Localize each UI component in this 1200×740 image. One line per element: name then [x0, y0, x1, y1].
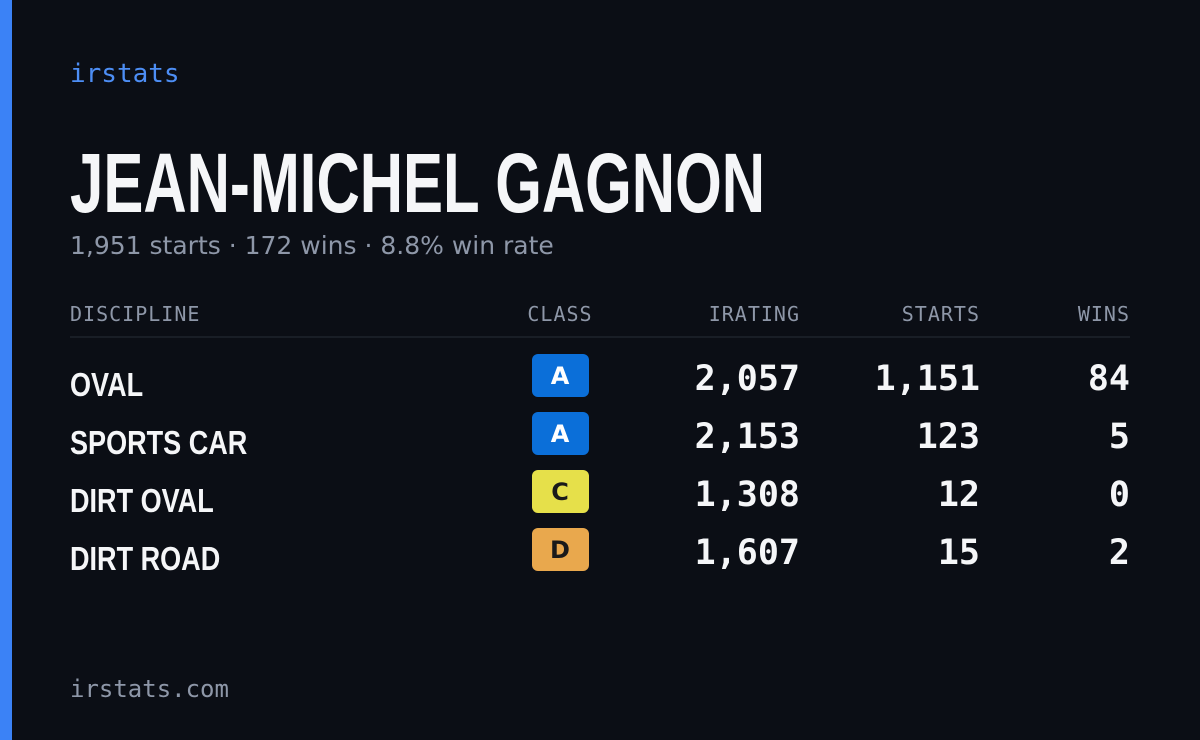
accent-bar: [0, 0, 12, 740]
irating: 1,308: [695, 475, 800, 515]
starts: 12: [938, 475, 980, 515]
discipline: SPORTS CAR: [70, 426, 247, 462]
table-row: SPORTS CAR A 2,153 123 5: [70, 412, 1130, 462]
discipline: DIRT ROAD: [70, 542, 220, 578]
irating: 2,057: [695, 359, 800, 399]
class-badge: [532, 528, 589, 571]
starts: 15: [938, 533, 980, 573]
discipline: OVAL: [70, 368, 143, 404]
table-row: OVAL A 2,057 1,151 84: [70, 354, 1130, 404]
starts: 1,151: [875, 359, 980, 399]
wins: 84: [1088, 359, 1130, 399]
discipline: DIRT OVAL: [70, 484, 214, 520]
wins: 0: [1109, 475, 1130, 515]
table-row: DIRT ROAD D 1,607 15 2: [70, 528, 1130, 578]
column-header: WINS: [1078, 302, 1130, 326]
column-header: IRATING: [709, 302, 800, 326]
column-header: DISCIPLINE: [70, 302, 200, 326]
class-badge: [532, 470, 589, 513]
irating: 1,607: [695, 533, 800, 573]
brand: irstats: [70, 59, 180, 89]
class-badge: [532, 354, 589, 397]
class-letter: A: [551, 362, 570, 390]
discipline-cell: DIRT OVAL: [70, 484, 214, 520]
discipline-cell: DIRT ROAD: [70, 542, 220, 578]
table-row: DIRT OVAL C 1,308 12 0: [70, 470, 1130, 520]
starts: 123: [917, 417, 980, 457]
column-header: STARTS: [902, 302, 980, 326]
wins: 5: [1109, 417, 1130, 457]
footer: irstats.com: [70, 675, 229, 703]
discipline-cell: SPORTS CAR: [70, 426, 247, 462]
class-badge: [532, 412, 589, 455]
column-header: CLASS: [527, 302, 592, 326]
summary: 1,951 starts · 172 wins · 8.8% win rate: [70, 231, 554, 260]
wins: 2: [1109, 533, 1130, 573]
driver-name: JEAN-MICHEL GAGNON: [70, 136, 765, 230]
class-letter: A: [551, 420, 570, 448]
table: DISCIPLINE CLASS IRATING STARTS WINS OVAL A 2,0…: [70, 302, 1130, 578]
irating: 2,153: [695, 417, 800, 457]
discipline-cell: OVAL: [70, 368, 143, 404]
class-letter: C: [551, 478, 569, 506]
class-letter: D: [550, 536, 570, 564]
